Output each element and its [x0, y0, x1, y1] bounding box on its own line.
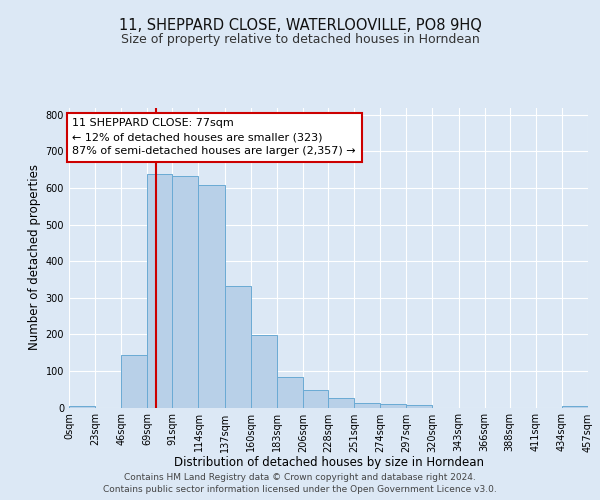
Text: 11 SHEPPARD CLOSE: 77sqm
← 12% of detached houses are smaller (323)
87% of semi-: 11 SHEPPARD CLOSE: 77sqm ← 12% of detach…	[73, 118, 356, 156]
Text: Size of property relative to detached houses in Horndean: Size of property relative to detached ho…	[121, 32, 479, 46]
Bar	[562, 406, 588, 407]
Text: 11, SHEPPARD CLOSE, WATERLOOVILLE, PO8 9HQ: 11, SHEPPARD CLOSE, WATERLOOVILLE, PO8 9…	[119, 18, 481, 32]
Bar	[224, 286, 251, 408]
Text: Contains public sector information licensed under the Open Government Licence v3: Contains public sector information licen…	[103, 485, 497, 494]
X-axis label: Distribution of detached houses by size in Horndean: Distribution of detached houses by size …	[173, 456, 484, 469]
Bar	[277, 377, 303, 408]
Bar	[69, 406, 95, 407]
Bar	[121, 355, 148, 408]
Bar	[303, 390, 328, 407]
Bar	[354, 403, 380, 407]
Bar	[406, 406, 433, 407]
Bar	[328, 398, 354, 407]
Bar	[251, 335, 277, 407]
Bar	[380, 404, 406, 407]
Bar	[148, 174, 172, 408]
Bar	[199, 185, 224, 408]
Bar	[172, 176, 199, 408]
Text: Contains HM Land Registry data © Crown copyright and database right 2024.: Contains HM Land Registry data © Crown c…	[124, 472, 476, 482]
Y-axis label: Number of detached properties: Number of detached properties	[28, 164, 41, 350]
